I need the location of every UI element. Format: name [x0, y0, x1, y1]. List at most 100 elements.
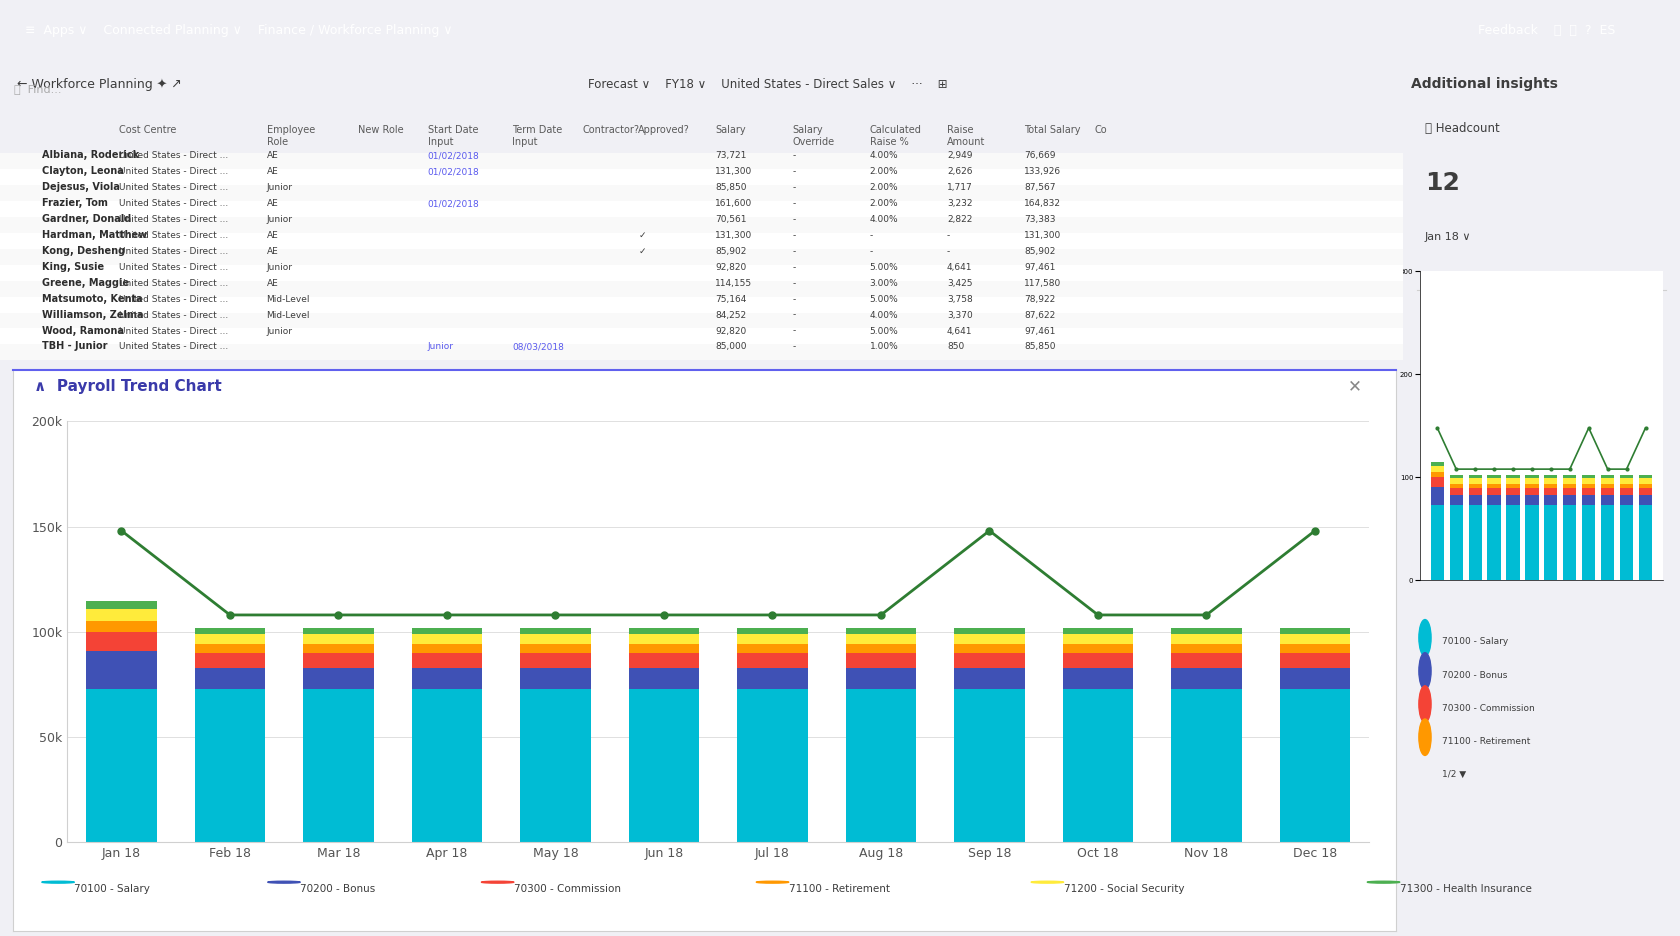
Bar [1280, 667, 1351, 689]
Text: ← Workforce Planning ✦ ↗: ← Workforce Planning ✦ ↗ [17, 78, 181, 91]
Bar [412, 652, 482, 667]
Bar [1620, 475, 1633, 478]
Bar [1450, 478, 1463, 484]
Text: 85,902: 85,902 [716, 247, 748, 256]
Bar [1487, 505, 1500, 580]
Text: 131,300: 131,300 [1025, 231, 1062, 240]
Bar [0, 154, 1403, 169]
70000 - Salaries & Benefits [546, 609, 566, 621]
Text: -: - [793, 231, 796, 240]
Bar [1468, 484, 1482, 488]
Bar [954, 652, 1025, 667]
70000 - Salaries & Benefits [979, 525, 1000, 536]
Bar [1487, 488, 1500, 495]
Text: 4.00%: 4.00% [870, 311, 899, 319]
Text: 161,600: 161,600 [716, 199, 753, 208]
Text: Salary: Salary [716, 125, 746, 136]
Bar [1431, 462, 1443, 466]
Bar [0, 217, 1403, 233]
Bar [628, 689, 699, 842]
Bar [1544, 505, 1557, 580]
Bar [86, 622, 156, 632]
Bar [1280, 627, 1351, 634]
Bar [1431, 477, 1443, 487]
Bar [1583, 475, 1596, 478]
Text: 76,669: 76,669 [1025, 152, 1055, 160]
Text: 3,758: 3,758 [948, 295, 973, 303]
Bar [302, 652, 373, 667]
Text: 3,370: 3,370 [948, 311, 973, 319]
Text: Junior: Junior [267, 327, 292, 335]
Text: Cost Centre: Cost Centre [119, 125, 176, 136]
Text: 97,461: 97,461 [1025, 263, 1055, 271]
Bar [1507, 478, 1520, 484]
Bar [954, 644, 1025, 652]
Text: AE: AE [267, 152, 279, 160]
Text: -: - [793, 327, 796, 335]
Bar [302, 689, 373, 842]
Bar [195, 689, 265, 842]
Bar [1640, 475, 1651, 478]
Bar [1507, 505, 1520, 580]
Text: Forecast ∨    FY18 ∨    United States - Direct Sales ∨    ···    ⊞: Forecast ∨ FY18 ∨ United States - Direct… [588, 78, 948, 91]
Bar [0, 297, 1403, 313]
Bar [954, 634, 1025, 644]
Text: 1/2 ▼: 1/2 ▼ [1441, 770, 1465, 779]
Bar [1487, 484, 1500, 488]
Bar [1620, 484, 1633, 488]
Circle shape [1420, 620, 1431, 656]
Circle shape [1368, 881, 1399, 884]
Bar [1280, 689, 1351, 842]
Bar [1063, 627, 1134, 634]
Text: Approved?: Approved? [638, 125, 690, 136]
Text: Junior: Junior [267, 215, 292, 224]
Text: Start Date
Input: Start Date Input [428, 125, 479, 147]
Text: 85,850: 85,850 [1025, 343, 1055, 352]
Text: AE: AE [267, 231, 279, 240]
Bar [1468, 475, 1482, 478]
Bar [1507, 484, 1520, 488]
Bar [845, 652, 916, 667]
Bar [1544, 478, 1557, 484]
Text: -: - [793, 279, 796, 287]
Bar [1562, 478, 1576, 484]
Text: AE: AE [267, 247, 279, 256]
Bar [1640, 488, 1651, 495]
Text: Junior: Junior [428, 343, 454, 352]
Bar [1640, 484, 1651, 488]
Bar [628, 652, 699, 667]
Bar [1525, 488, 1539, 495]
Bar [302, 634, 373, 644]
Bar [954, 627, 1025, 634]
Bar [0, 313, 1403, 329]
Bar [521, 667, 591, 689]
Text: 2.00%: 2.00% [870, 199, 899, 208]
Circle shape [480, 881, 514, 884]
Text: 01/02/2018: 01/02/2018 [428, 152, 479, 160]
Text: 70100 - Salary: 70100 - Salary [74, 885, 150, 894]
Text: -: - [948, 247, 951, 256]
Bar [302, 644, 373, 652]
Bar [628, 634, 699, 644]
Text: 4,641: 4,641 [948, 327, 973, 335]
Text: ✓: ✓ [638, 247, 645, 256]
Bar [521, 689, 591, 842]
Text: Junior: Junior [267, 263, 292, 271]
Circle shape [1032, 881, 1063, 884]
Circle shape [42, 881, 74, 884]
Bar [1280, 652, 1351, 667]
Text: 📈 Headcount: 📈 Headcount [1425, 123, 1500, 136]
Bar [1487, 495, 1500, 505]
Bar [1583, 478, 1596, 484]
Bar [738, 644, 808, 652]
Bar [738, 689, 808, 842]
Bar [195, 667, 265, 689]
Bar [1063, 634, 1134, 644]
Circle shape [1420, 652, 1431, 689]
Text: 85,000: 85,000 [716, 343, 748, 352]
Bar [1601, 495, 1614, 505]
Bar [1450, 505, 1463, 580]
Bar [0, 344, 1403, 360]
Text: United States - Direct ...: United States - Direct ... [119, 168, 228, 176]
Text: Additional insights: Additional insights [1411, 78, 1557, 91]
